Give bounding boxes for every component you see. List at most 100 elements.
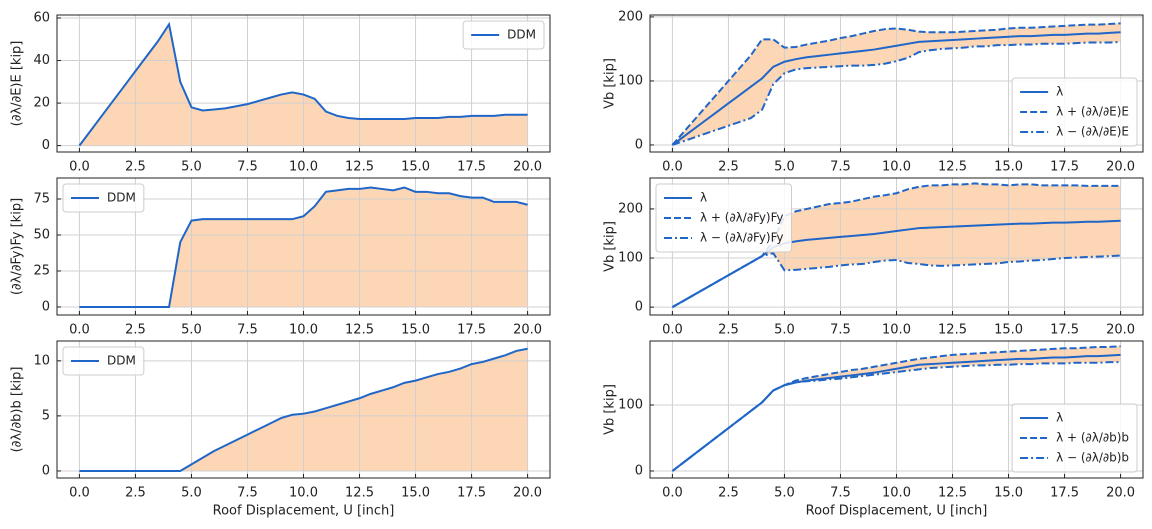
y-tick-label: 25 (33, 263, 50, 278)
x-tick-label: 12.5 (345, 160, 374, 175)
x-tick-label: 17.5 (1050, 486, 1079, 501)
x-tick-label: 2.5 (125, 486, 146, 501)
legend-label: λ + (∂λ/∂E)E (1056, 105, 1129, 119)
x-tick-label: 17.5 (457, 160, 486, 175)
x-tick-label: 15.0 (401, 486, 430, 501)
y-tick-label: 75 (33, 192, 50, 207)
y-tick-label: 0 (635, 137, 643, 152)
x-tick-label: 20.0 (513, 160, 542, 175)
x-tick-label: 12.5 (345, 323, 374, 338)
x-tick-label: 10.0 (882, 486, 911, 501)
plot-frame (56, 340, 551, 479)
series-line (79, 347, 528, 472)
x-tick-label: 17.5 (1050, 160, 1079, 175)
x-tick-label: 7.5 (237, 160, 258, 175)
x-axis-label: Roof Displacement, U [inch] (806, 504, 988, 519)
legend-box (62, 346, 145, 376)
x-tick-label: 7.5 (830, 486, 851, 501)
y-tick-label: 20 (33, 96, 50, 111)
legend-box (62, 183, 145, 213)
x-tick-label: 7.5 (237, 486, 258, 501)
x-tick-label: 10.0 (289, 486, 318, 501)
x-tick-label: 0.0 (69, 486, 90, 501)
x-tick-label: 5.0 (774, 486, 795, 501)
x-tick-label: 10.0 (289, 160, 318, 175)
legend: DDM (62, 183, 145, 213)
legend-label: λ (1056, 85, 1063, 99)
y-tick-label: 10 (33, 353, 50, 368)
x-tick-label: 2.5 (125, 323, 146, 338)
x-tick-label: 7.5 (830, 323, 851, 338)
x-tick-label: 5.0 (181, 323, 202, 338)
plot-frame (56, 14, 551, 153)
legend-label: DDM (107, 191, 136, 205)
subplot: 0.0 2.5 5.0 7.5 10.0 12.5 15.0 17.5 20.0 0 100 200V… (603, 177, 1144, 338)
y-tick-label: 200 (618, 9, 643, 24)
series-line (671, 251, 1121, 309)
x-tick-label: 7.5 (237, 323, 258, 338)
y-tick-label: 0 (635, 464, 643, 479)
legend: λ λ + (∂λ/∂E)E λ − (∂λ/∂E)E (1011, 77, 1138, 147)
x-tick-label: 20.0 (1106, 486, 1135, 501)
legend: λ λ + (∂λ/∂b)b λ − (∂λ/∂b)b (1011, 403, 1138, 473)
x-tick-label: 20.0 (1106, 160, 1135, 175)
legend: λ λ + (∂λ/∂Fy)Fy λ − (∂λ/∂Fy)Fy (655, 183, 793, 253)
legend-label: λ + (∂λ/∂b)b (1056, 431, 1129, 445)
legend-box (1011, 77, 1138, 147)
legend-label: DDM (107, 354, 136, 368)
x-tick-label: 20.0 (1106, 323, 1135, 338)
x-tick-label: 17.5 (457, 486, 486, 501)
legend-box (462, 20, 545, 50)
legend-label: λ − (∂λ/∂Fy)Fy (700, 231, 784, 245)
x-tick-label: 12.5 (345, 486, 374, 501)
x-tick-label: 15.0 (401, 323, 430, 338)
x-tick-label: 5.0 (774, 160, 795, 175)
x-tick-label: 0.0 (662, 323, 683, 338)
y-tick-label: 0 (635, 300, 643, 315)
legend-label: DDM (507, 28, 536, 42)
x-tick-label: 2.5 (718, 160, 739, 175)
y-tick-label: 200 (618, 201, 643, 216)
x-tick-label: 12.5 (938, 486, 967, 501)
y-tick-label: 0 (42, 299, 50, 314)
x-tick-label: 20.0 (513, 486, 542, 501)
x-tick-label: 2.5 (718, 323, 739, 338)
subplot: 0.0 2.5 5.0 7.5 10.0 12.5 15.0 17.5 20.0 0 25 50 75 (… (10, 177, 551, 338)
y-tick-label: 100 (618, 251, 643, 266)
plot-frame (649, 14, 1144, 153)
x-tick-label: 0.0 (662, 486, 683, 501)
x-tick-label: 2.5 (125, 160, 146, 175)
y-axis-label: (∂λ/∂E)E [kip] (10, 41, 25, 127)
legend-label: λ − (∂λ/∂E)E (1056, 125, 1129, 139)
x-tick-label: 10.0 (289, 323, 318, 338)
series-line (78, 21, 528, 147)
legend: DDM (62, 346, 145, 376)
y-tick-label: 60 (33, 10, 50, 25)
x-tick-label: 5.0 (181, 160, 202, 175)
x-tick-label: 15.0 (994, 486, 1023, 501)
subplot: 0.0 2.5 5.0 7.5 10.0 12.5 15.0 17.5 20.0 0 20 40 60 (… (10, 10, 551, 175)
x-tick-label: 10.0 (882, 323, 911, 338)
x-tick-label: 15.0 (994, 160, 1023, 175)
legend: DDM (462, 20, 545, 50)
y-axis-label: Vb [kip] (603, 58, 618, 109)
legend-label: λ (700, 191, 707, 205)
y-tick-label: 0 (42, 138, 50, 153)
x-tick-label: 12.5 (938, 323, 967, 338)
y-axis-label: Vb [kip] (603, 384, 618, 435)
x-tick-label: 0.0 (69, 160, 90, 175)
y-tick-label: 0 (42, 463, 50, 478)
legend-label: λ + (∂λ/∂Fy)Fy (700, 211, 784, 225)
x-tick-label: 7.5 (830, 160, 851, 175)
legend-label: λ − (∂λ/∂b)b (1056, 451, 1129, 465)
y-tick-label: 50 (33, 227, 50, 242)
x-tick-label: 0.0 (69, 323, 90, 338)
x-tick-label: 17.5 (1050, 323, 1079, 338)
y-tick-label: 100 (618, 398, 643, 413)
y-tick-label: 5 (42, 408, 50, 423)
x-tick-label: 15.0 (994, 323, 1023, 338)
x-tick-label: 0.0 (662, 160, 683, 175)
x-tick-label: 15.0 (401, 160, 430, 175)
x-axis-label: Roof Displacement, U [inch] (213, 504, 395, 519)
